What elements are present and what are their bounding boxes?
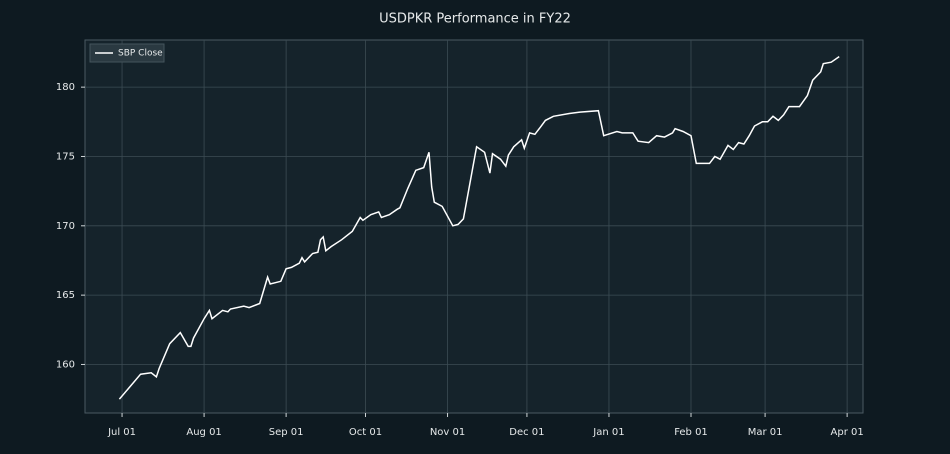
x-tick-label: Dec 01 <box>509 427 544 438</box>
x-tick-label: Aug 01 <box>186 427 221 438</box>
y-tick-label: 175 <box>56 151 75 162</box>
x-tick-label: Mar 01 <box>748 427 783 438</box>
chart-title: USDPKR Performance in FY22 <box>379 12 571 27</box>
y-tick-label: 170 <box>56 221 75 232</box>
y-tick-label: 160 <box>56 359 75 370</box>
x-tick-label: Feb 01 <box>674 427 708 438</box>
plot-area <box>84 39 864 414</box>
x-tick-label: Nov 01 <box>430 427 465 438</box>
x-tick-label: Jan 01 <box>592 427 624 438</box>
x-tick-label: Sep 01 <box>269 427 304 438</box>
legend-label: SBP Close <box>118 49 163 59</box>
y-tick-label: 180 <box>56 82 75 93</box>
x-tick-label: Jul 01 <box>107 427 136 438</box>
x-tick-label: Apr 01 <box>831 427 864 438</box>
legend-box <box>89 43 165 63</box>
line <box>118 55 840 400</box>
x-tick-label: Oct 01 <box>349 427 382 438</box>
y-tick-label: 165 <box>56 290 75 301</box>
